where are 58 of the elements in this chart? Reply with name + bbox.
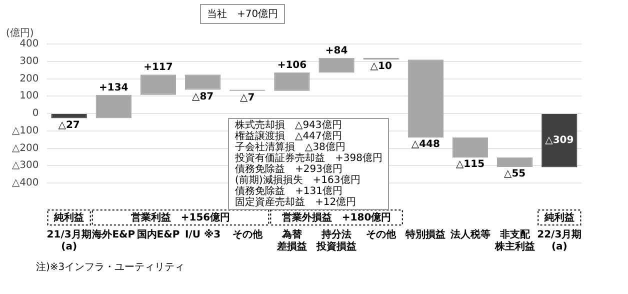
text: 注)※3インフラ・ユーティリティ <box>36 260 185 274</box>
y-tick-label: △400 <box>12 178 39 189</box>
data-label: △115 <box>456 159 485 170</box>
data-label: △10 <box>370 61 392 72</box>
bar <box>496 157 533 168</box>
bar <box>452 137 488 158</box>
bar <box>51 114 87 118</box>
y-tick-label: △300 <box>12 160 39 172</box>
annotation: 子会社清算損 △38億円 <box>235 142 346 153</box>
data-label: △309 <box>545 135 574 146</box>
data-label: +106 <box>277 60 307 72</box>
bar <box>184 74 221 90</box>
data-label: △55 <box>504 168 526 180</box>
x-tick-label: 22/3月期(a) <box>537 228 582 253</box>
y-tick-label: 200 <box>20 73 39 84</box>
bar <box>408 60 444 138</box>
y-tick-label: △100 <box>12 125 39 136</box>
text: 純利益 <box>53 212 84 224</box>
y-tick-label: 300 <box>20 56 39 67</box>
y-tick-label: 400 <box>20 38 39 50</box>
y-tick-label: 100 <box>20 90 39 102</box>
x-tick-label: 為替差損益 <box>276 228 307 253</box>
x-tick-label: 21/3月期(a) <box>46 228 92 253</box>
annotation: 債務免除益 +293億円 <box>235 164 342 175</box>
data-label: +134 <box>99 82 128 94</box>
x-tick-label: その他 <box>366 228 398 241</box>
x-tick-label: その他 <box>232 228 264 241</box>
y-axis-title: (億円) <box>6 26 34 39</box>
data-label: △7 <box>240 92 255 104</box>
text: 営業利益 +156億円 <box>130 212 230 224</box>
x-tick-label: I/U ※3 <box>184 228 221 241</box>
data-label: +117 <box>144 62 173 74</box>
x-tick-label: 国内E&P <box>136 228 180 241</box>
data-label: △87 <box>192 91 214 102</box>
x-tick-label: 非支配株主利益 <box>494 228 535 253</box>
text: 当社 +70億円 <box>200 4 286 24</box>
x-tick-label: 法人税等 <box>449 228 490 241</box>
text: 固定資産売却益 +12億円 <box>235 197 358 208</box>
y-tick-label: 0 <box>32 108 39 120</box>
annotation: 権益譲渡損 △447億円 <box>235 131 343 142</box>
x-tick-label: 海外E&P <box>91 228 136 241</box>
bar <box>140 74 176 95</box>
bar <box>96 94 132 118</box>
bar <box>542 114 578 168</box>
x-tick-label: 持分法投資損益 <box>316 228 357 253</box>
data-label: △448 <box>411 139 440 150</box>
x-tick-label: 特別損益 <box>404 228 446 241</box>
annotation: (前期)減損損失 +163億円 <box>235 175 362 186</box>
annotation: 株式売却損 △943億円 <box>235 120 343 131</box>
bar <box>274 72 310 91</box>
annotation: 投資有価証券売却益 +398億円 <box>235 153 382 164</box>
text: 債務免除益 +131億円 <box>235 186 342 197</box>
text: 純利益 <box>543 212 574 224</box>
data-label: △27 <box>58 120 80 131</box>
text: 営業外損益 +180億円 <box>282 212 392 224</box>
y-tick-label: △200 <box>12 142 39 154</box>
data-label: +84 <box>325 45 348 56</box>
bar <box>318 58 354 72</box>
